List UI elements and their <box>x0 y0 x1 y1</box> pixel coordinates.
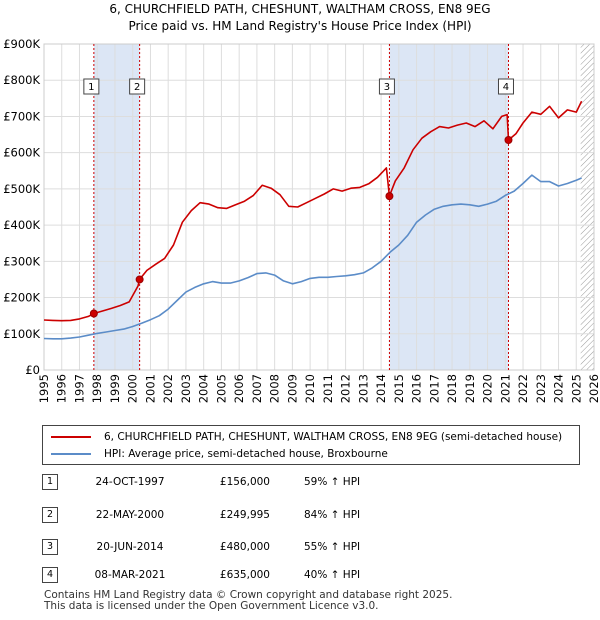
sale-hpi-change: 55% ↑ HPI <box>304 541 361 553</box>
sale-marker-label: 3 <box>384 82 390 93</box>
x-tick-label: 1995 <box>37 374 51 403</box>
x-tick-label: 2004 <box>197 374 211 403</box>
x-tick-label: 2015 <box>392 374 406 403</box>
x-tick-label: 2019 <box>463 374 477 403</box>
x-tick-label: 2008 <box>268 374 282 403</box>
x-tick-label: 2016 <box>410 374 424 403</box>
y-tick-label: £600K <box>3 146 40 160</box>
x-tick-label: 2002 <box>161 374 175 403</box>
y-tick-label: £700K <box>3 109 40 123</box>
series-line-hpi <box>43 174 582 340</box>
sale-date: 24-OCT-1997 <box>95 476 165 488</box>
y-tick-label: £800K <box>3 73 40 87</box>
x-tick-label: 2012 <box>339 374 353 403</box>
sale-price: £249,995 <box>219 509 270 521</box>
y-tick-label: £0 <box>25 363 40 377</box>
x-tick-label: 2011 <box>321 374 335 403</box>
chart-subtitle: Price paid vs. HM Land Registry's House … <box>128 19 472 33</box>
y-tick-label: £400K <box>3 218 40 232</box>
x-tick-label: 2025 <box>569 374 583 403</box>
sale-hpi-change: 40% ↑ HPI <box>304 569 361 581</box>
sale-row: 2 22-MAY-2000 £249,995 84% ↑ HPI <box>42 507 582 527</box>
chart-legend: 6, CHURCHFIELD PATH, CHESHUNT, WALTHAM C… <box>42 425 580 465</box>
sale-row: 3 20-JUN-2014 £480,000 55% ↑ HPI <box>42 539 582 559</box>
x-tick-label: 2005 <box>214 374 228 403</box>
x-tick-label: 1998 <box>90 374 104 403</box>
legend-swatch-property <box>51 436 91 438</box>
x-tick-label: 2000 <box>126 374 140 403</box>
sale-marker-box <box>497 78 514 95</box>
sale-point <box>385 192 394 201</box>
y-tick-label: £500K <box>3 182 40 196</box>
x-tick-label: 1997 <box>72 374 86 403</box>
legend-swatch-hpi <box>51 453 91 455</box>
x-tick-label: 2024 <box>552 374 566 403</box>
y-tick-label: £900K <box>3 37 40 51</box>
sale-price: £156,000 <box>219 476 270 488</box>
x-tick-label: 2026 <box>587 374 600 403</box>
x-tick-label: 1996 <box>55 374 69 403</box>
x-tick-label: 2003 <box>179 374 193 403</box>
forecast-hatch <box>580 44 594 370</box>
x-tick-label: 2014 <box>374 374 388 403</box>
x-tick-label: 2013 <box>356 374 370 403</box>
sale-marker-box <box>129 78 146 95</box>
sale-marker-box <box>378 78 395 95</box>
legend-item-hpi: HPI: Average price, semi-detached house,… <box>51 446 388 462</box>
y-tick-label: £300K <box>3 254 40 268</box>
sale-number-badge: 1 <box>42 474 58 490</box>
sale-number-badge: 2 <box>42 507 58 523</box>
sale-date: 08-MAR-2021 <box>94 569 166 581</box>
y-tick-label: £200K <box>3 291 40 305</box>
sale-price: £480,000 <box>219 541 270 553</box>
sale-point <box>89 309 98 318</box>
x-tick-label: 2010 <box>303 374 317 403</box>
footer-line-copyright: Contains HM Land Registry data © Crown c… <box>44 589 453 601</box>
sale-date: 22-MAY-2000 <box>95 509 165 521</box>
sale-hpi-change: 59% ↑ HPI <box>304 476 361 488</box>
sale-point <box>504 135 513 144</box>
x-tick-label: 2020 <box>481 374 495 403</box>
ownership-shade <box>389 44 509 370</box>
footer-line-licence: This data is licensed under the Open Gov… <box>44 600 379 612</box>
x-tick-label: 2021 <box>498 374 512 403</box>
sale-price: £635,000 <box>219 569 270 581</box>
sale-number-badge: 3 <box>42 539 58 555</box>
sale-point <box>135 275 144 284</box>
ownership-shade <box>93 44 140 370</box>
x-tick-label: 2001 <box>143 374 157 403</box>
x-tick-label: 2023 <box>534 374 548 403</box>
sale-number-badge: 4 <box>42 567 58 583</box>
legend-label-property: 6, CHURCHFIELD PATH, CHESHUNT, WALTHAM C… <box>104 431 563 443</box>
x-tick-label: 2022 <box>516 374 530 403</box>
y-tick-label: £100K <box>3 327 40 341</box>
sale-marker-label: 2 <box>134 82 140 93</box>
x-tick-label: 2017 <box>427 374 441 403</box>
x-tick-label: 2006 <box>232 374 246 403</box>
sale-marker-label: 1 <box>88 82 94 93</box>
legend-label-hpi: HPI: Average price, semi-detached house,… <box>104 448 388 460</box>
legend-item-property: 6, CHURCHFIELD PATH, CHESHUNT, WALTHAM C… <box>51 429 562 445</box>
x-tick-label: 2009 <box>285 374 299 403</box>
sale-marker-label: 4 <box>503 82 509 93</box>
sale-row: 4 08-MAR-2021 £635,000 40% ↑ HPI <box>42 567 582 587</box>
x-tick-label: 2007 <box>250 374 264 403</box>
series-line-property <box>43 100 583 322</box>
chart-title: 6, CHURCHFIELD PATH, CHESHUNT, WALTHAM C… <box>109 2 491 16</box>
plot-border <box>43 43 595 371</box>
x-tick-label: 2018 <box>445 374 459 403</box>
x-tick-label: 1999 <box>108 374 122 403</box>
sale-marker-box <box>83 78 100 95</box>
sale-hpi-change: 84% ↑ HPI <box>304 509 361 521</box>
sale-date: 20-JUN-2014 <box>96 541 164 553</box>
sale-row: 1 24-OCT-1997 £156,000 59% ↑ HPI <box>42 474 582 494</box>
price-chart: 1 2 3 4 £0 £100K £200K £300K £400K £500K £600K £70… <box>3 37 600 403</box>
footer-attribution: Contains HM Land Registry data © Crown c… <box>44 590 452 612</box>
